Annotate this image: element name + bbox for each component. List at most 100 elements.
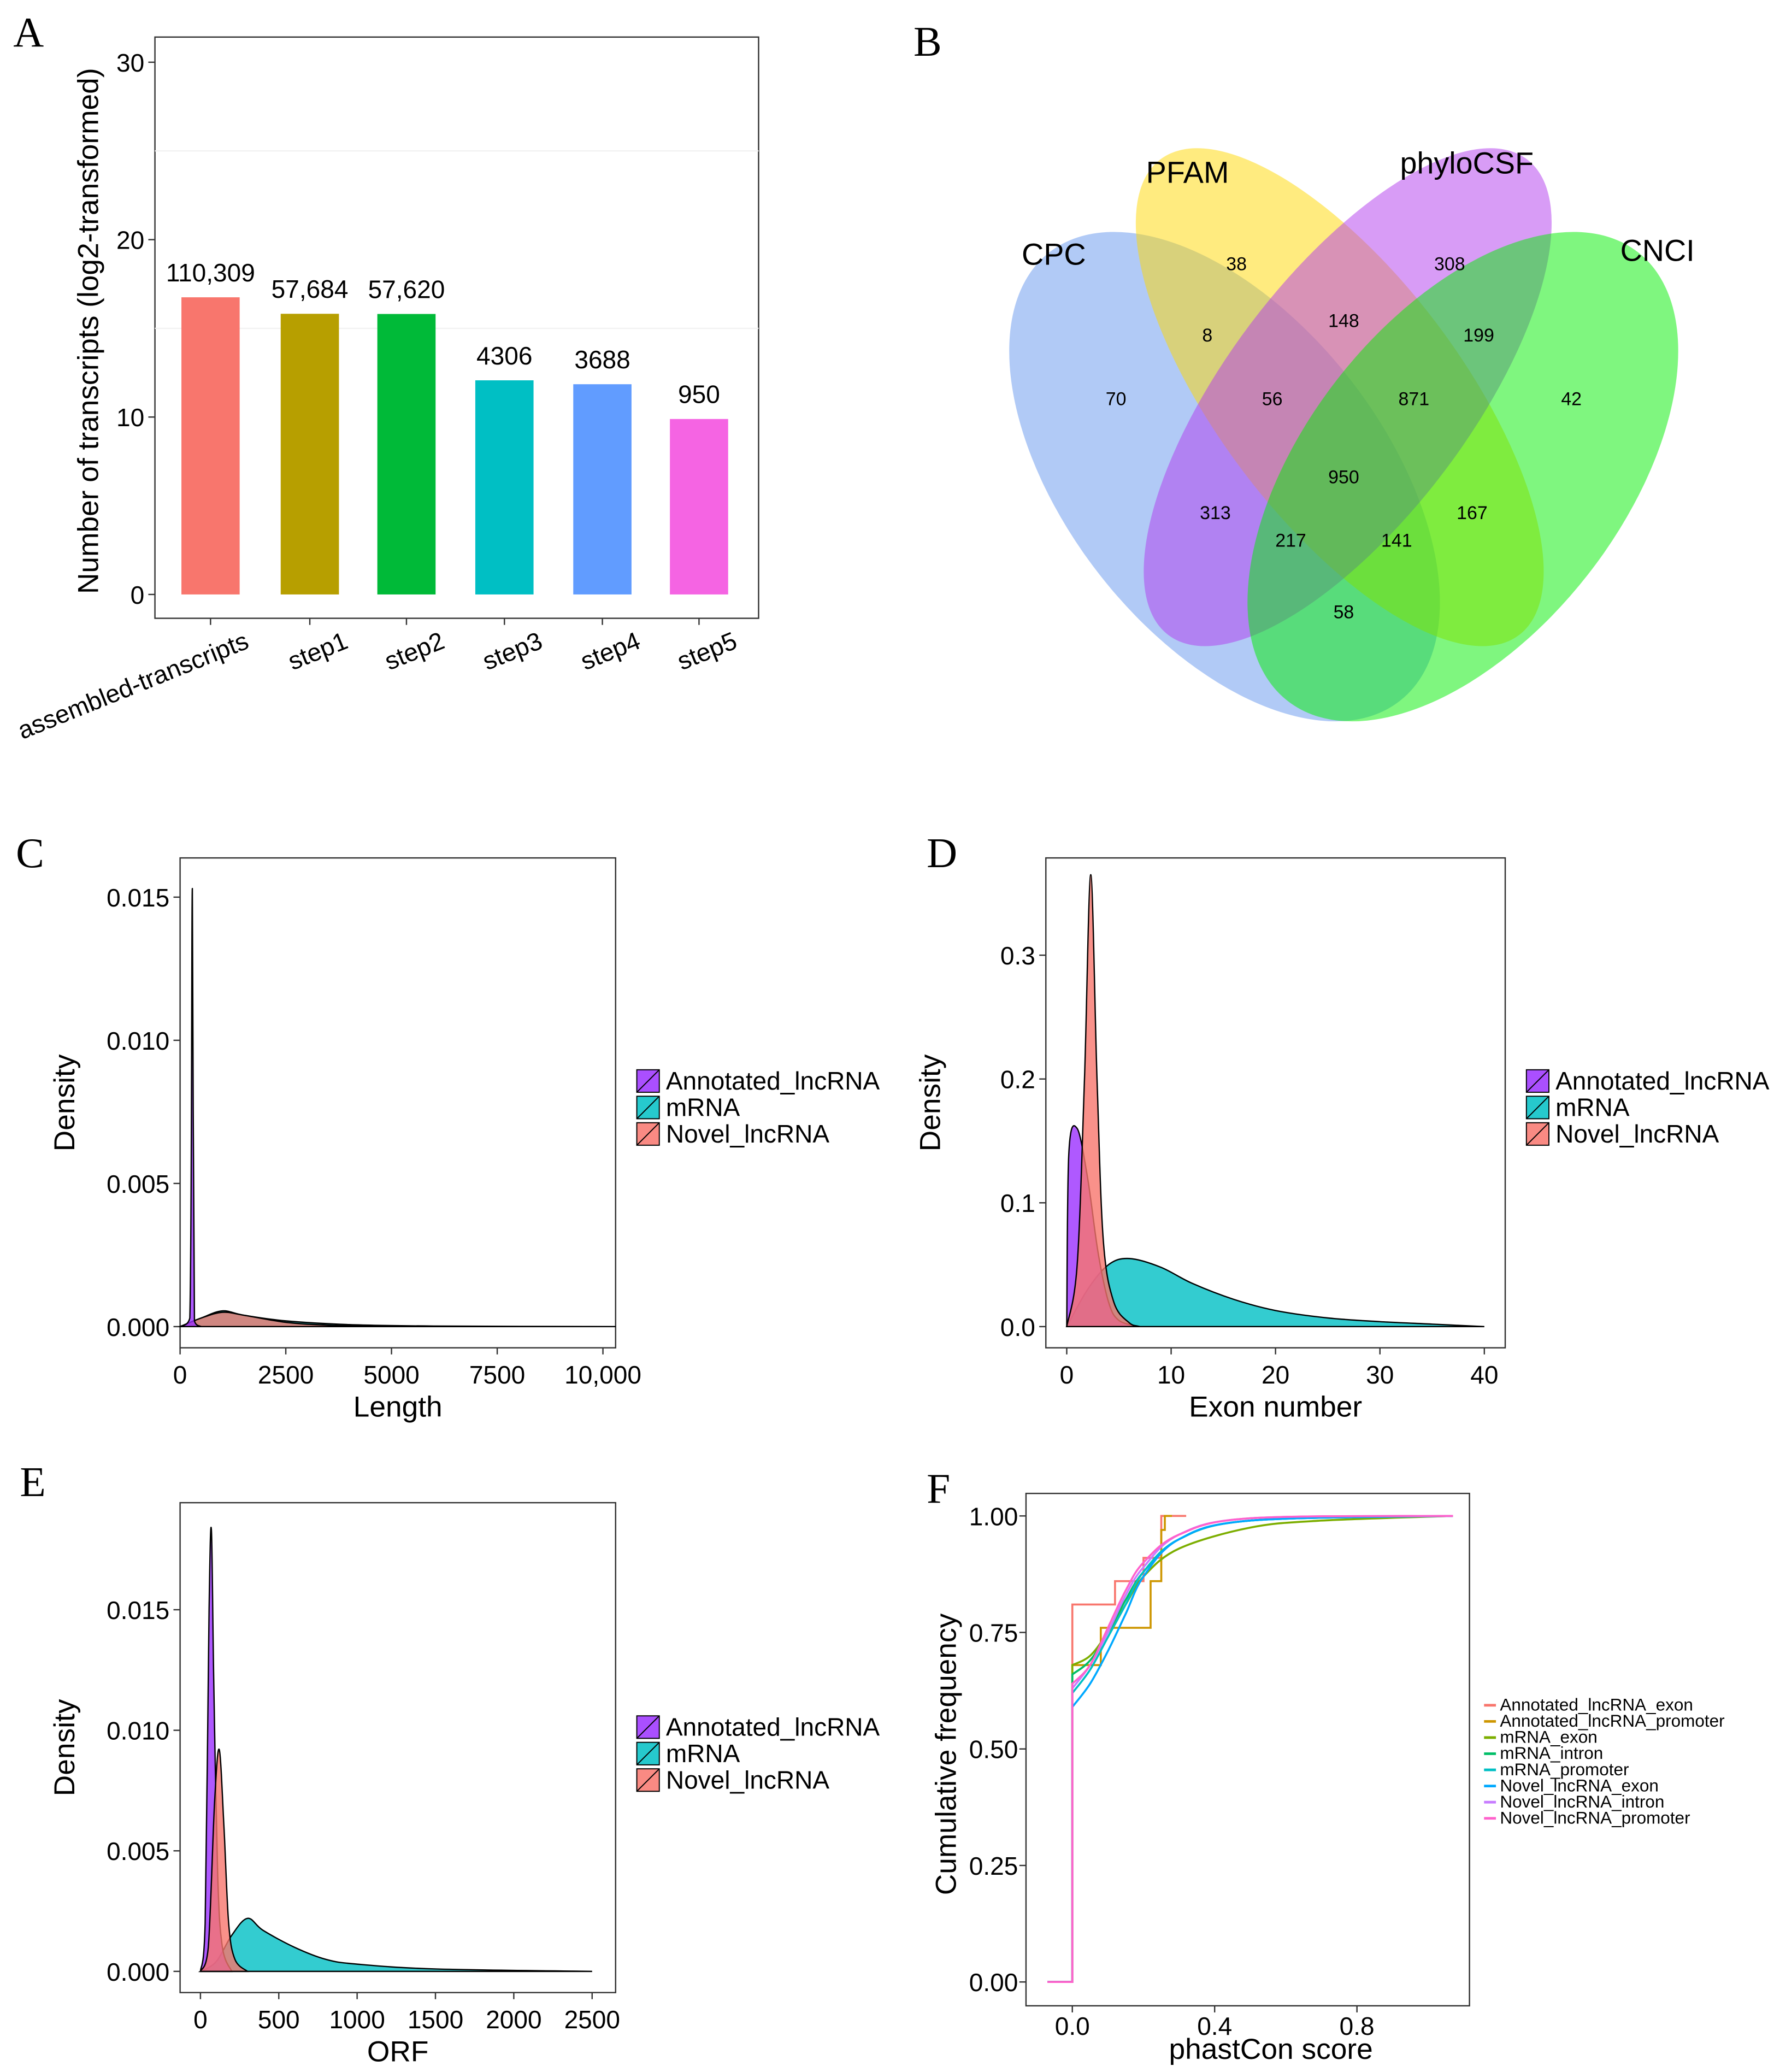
legend-label: Novel_lncRNA: [666, 1765, 830, 1794]
legend-label: Novel_lncRNA: [1555, 1120, 1719, 1148]
y-tick-label: 1.00: [969, 1502, 1018, 1531]
x-tick-label: step3: [479, 626, 546, 675]
venn-region-CPC-PFAM: 8: [1202, 325, 1212, 346]
legend-label: Novel_lncRNA_intron: [1500, 1792, 1664, 1811]
legend-label: mRNA: [1555, 1093, 1630, 1122]
x-tick-label: 20: [1262, 1361, 1289, 1389]
plot-area: [1025, 1492, 1470, 2007]
legend-label: Annotated_lncRNA: [666, 1713, 880, 1741]
y-tick-label: 0: [131, 581, 145, 609]
venn-region-CPC-PFAM-phyloCSF: 56: [1262, 388, 1283, 409]
y-tick-label: 0.3: [1000, 941, 1035, 970]
venn-set-label: CNCI: [1620, 233, 1695, 267]
x-tick-label: 10,000: [564, 1361, 641, 1389]
x-tick-label: 500: [258, 2005, 300, 2034]
y-axis-label: Density: [49, 1054, 81, 1151]
panel-label-e: E: [20, 1458, 45, 1505]
y-tick-label: 0.000: [107, 1313, 169, 1341]
y-axis-label: Density: [49, 1699, 81, 1796]
panel-b-venn-diagram: CPC PFAM phyloCSF CNCI 70 38 308 42 8 148 199 56 871…: [1009, 146, 1695, 722]
density-Novel_lncRNA: [1066, 874, 1140, 1328]
data-label: 3688: [574, 345, 630, 374]
x-axis-label: phastCon score: [1169, 2033, 1373, 2065]
x-tick-label: 5000: [363, 1361, 419, 1389]
cdf-line-Novel_lncRNA_promoter: [1047, 1515, 1453, 1983]
y-axis-label: Density: [914, 1054, 946, 1151]
legend-swatch-line: [636, 1069, 660, 1093]
plot-area: [179, 857, 616, 1349]
x-tick-label: 0: [193, 2005, 208, 2034]
legend-label: mRNA_promoter: [1500, 1759, 1629, 1779]
legend-label: mRNA_exon: [1500, 1727, 1597, 1747]
x-tick-label: 0.0: [1055, 2012, 1090, 2040]
x-axis-label: Exon number: [1189, 1391, 1362, 1423]
venn-set-CNCI: [1247, 232, 1678, 722]
x-axis-label: ORF: [367, 2036, 429, 2068]
venn-set-label: CPC: [1022, 238, 1086, 272]
venn-set-label: PFAM: [1146, 155, 1229, 189]
venn-region-PFAM-CNCI: 167: [1457, 503, 1488, 523]
legend-swatch-line: [1526, 1069, 1549, 1093]
legend-label: Novel_lncRNA_exon: [1500, 1775, 1659, 1795]
legend-label: Novel_lncRNA: [666, 1120, 830, 1148]
y-tick-label: 0.75: [969, 1619, 1018, 1647]
legend-label: mRNA_intron: [1500, 1743, 1603, 1763]
bar-step5: [670, 419, 728, 594]
legend-swatch-line: [636, 1715, 660, 1739]
y-axis-label: Number of transcripts (log2-transformed): [72, 68, 104, 594]
panel-e-orf-density: 0.000 0.005 0.010 0.015 0 500 1000 1500 2000 2500…: [49, 1502, 880, 2068]
venn-region-CNCI: 42: [1561, 388, 1582, 409]
data-label: 57,684: [272, 275, 349, 303]
venn-region-phyloCSF: 308: [1434, 254, 1465, 274]
x-tick-label: 0.4: [1197, 2012, 1232, 2040]
y-tick-label: 20: [116, 226, 144, 255]
x-tick-label: 0: [173, 1361, 187, 1389]
bar-step2: [377, 314, 436, 594]
venn-region-CPC: 70: [1106, 388, 1127, 409]
y-tick-label: 0.015: [107, 1596, 169, 1624]
density-mRNA: [1065, 1257, 1484, 1328]
x-tick-label: step4: [576, 626, 644, 675]
x-tick-label: 40: [1470, 1361, 1498, 1389]
plot-area: [154, 36, 759, 619]
legend-label: Annotated_lncRNA: [666, 1067, 880, 1095]
y-tick-label: 0.005: [107, 1837, 169, 1865]
y-tick-label: 0.2: [1000, 1066, 1035, 1094]
y-tick-label: 0.00: [969, 1968, 1018, 1997]
panel-label-f: F: [927, 1465, 950, 1512]
data-label: 57,620: [368, 275, 445, 304]
legend-label: Annotated_lncRNA_exon: [1500, 1695, 1693, 1715]
panel-label-b: B: [913, 18, 942, 65]
venn-region-CPC-PFAM-CNCI: 141: [1381, 531, 1412, 551]
legend-label: mRNA: [666, 1093, 740, 1122]
bar-assembled-transcripts: [181, 297, 240, 594]
legend-label: mRNA: [666, 1739, 740, 1768]
legend-label: Annotated_lncRNA_promoter: [1500, 1711, 1724, 1730]
data-label: 110,309: [166, 258, 255, 287]
y-tick-label: 0.010: [107, 1027, 169, 1055]
legend-label: Annotated_lncRNA: [1555, 1067, 1770, 1095]
y-tick-label: 10: [116, 403, 144, 432]
x-tick-label: 2000: [486, 2005, 541, 2034]
bar-step1: [280, 314, 339, 594]
legend-swatch-line: [1526, 1122, 1549, 1146]
density-Annotated_lncRNA: [178, 887, 203, 1328]
cdf-line-mRNA_exon: [1047, 1515, 1453, 1983]
legend-swatch-line: [636, 1768, 660, 1792]
legend-swatch-line: [636, 1741, 660, 1765]
y-axis-label: Cumulative frequency: [930, 1613, 962, 1895]
x-tick-label: step2: [381, 626, 449, 675]
panel-label-d: D: [927, 829, 957, 876]
x-tick-label: 1500: [408, 2005, 463, 2034]
y-tick-label: 30: [116, 49, 144, 77]
x-tick-label: 10: [1157, 1361, 1185, 1389]
x-tick-label: step5: [673, 626, 741, 675]
legend-label: Novel_lncRNA_promoter: [1500, 1808, 1690, 1827]
x-tick-label: 2500: [564, 2005, 620, 2034]
venn-region-PFAM-phyloCSF-CNCI: 871: [1399, 388, 1430, 409]
panel-d-exon-density: 0.0 0.1 0.2 0.3 0 10 20 30 40 Exon number Density A…: [914, 857, 1770, 1423]
panel-c-length-density: 0.000 0.005 0.010 0.015 0 2500 5000 7500 10,000 L…: [49, 857, 880, 1423]
density-Novel_lncRNA: [199, 1748, 249, 1973]
